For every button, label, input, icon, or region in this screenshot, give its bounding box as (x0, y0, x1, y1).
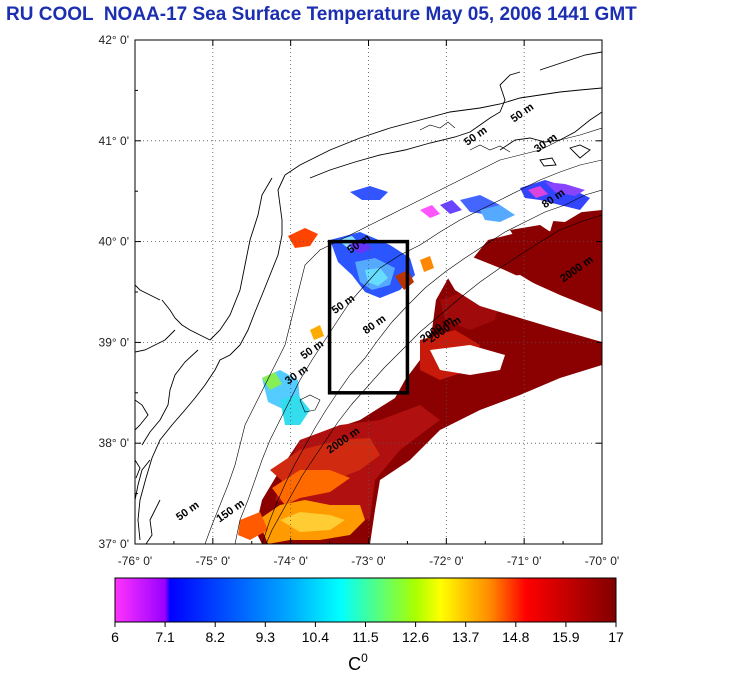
map-gridlines (135, 40, 602, 544)
longitude-label: -76° 0' (118, 554, 152, 568)
colorbar (114, 577, 617, 623)
contour-label: 30 m (532, 131, 560, 155)
study-area-box (327, 239, 410, 395)
colorbar-unit-superscript: 0 (361, 651, 368, 665)
coastline (135, 51, 602, 544)
contour-label: 50 m (509, 101, 537, 125)
colorbar-tick-label: 17 (608, 629, 624, 645)
colorbar-tick-label: 15.9 (552, 629, 579, 645)
latitude-label: 38° 0' (99, 436, 129, 450)
longitude-label: -70° 0' (585, 554, 619, 568)
longitude-label: -74° 0' (273, 554, 307, 568)
contour-label: 50 m (462, 124, 490, 148)
colorbar-tick-label: 8.2 (205, 629, 225, 645)
latitude-labels: 42° 0' 41° 0' 40° 0' 39° 0' 38° 0' 37° 0' (99, 33, 129, 551)
longitude-label: -71° 0' (507, 554, 541, 568)
longitude-labels: -76° 0' -75° 0' -74° 0' -73° 0' -72° 0' -71° … (118, 554, 619, 568)
longitude-label: -72° 0' (429, 554, 463, 568)
latitude-label: 37° 0' (99, 537, 129, 551)
colorbar-ticks: 6 7.1 8.2 9.3 10.4 11.5 12.6 13.7 14.8 15.9 17 (111, 622, 624, 645)
colorbar-tick-label: 9.3 (256, 629, 276, 645)
axis-ticks (134, 39, 603, 545)
contour-label: 50 m (174, 499, 202, 523)
colorbar-unit: C0 (348, 651, 368, 674)
contour-label: 80 m (361, 313, 389, 337)
latitude-label: 40° 0' (99, 235, 129, 249)
latitude-label: 42° 0' (99, 33, 129, 47)
colorbar-tick-label: 11.5 (352, 629, 378, 645)
contour-label: 50 m (330, 292, 358, 316)
colorbar-tick-label: 7.1 (155, 629, 175, 645)
longitude-label: -75° 0' (196, 554, 230, 568)
colorbar-tick-label: 13.7 (452, 629, 479, 645)
colorbar-tick-label: 12.6 (402, 629, 429, 645)
bathymetry-contours (204, 121, 602, 544)
colorbar-tick-label: 10.4 (302, 629, 329, 645)
latitude-label: 39° 0' (99, 335, 129, 349)
colorbar-tick-label: 6 (111, 629, 119, 645)
contour-label: 50 m (299, 338, 327, 362)
colorbar-tick-label: 14.8 (502, 629, 529, 645)
sst-data-layer (238, 180, 602, 544)
longitude-label: -73° 0' (351, 554, 385, 568)
latitude-label: 41° 0' (99, 134, 129, 148)
colorbar-unit-symbol: C (348, 654, 361, 674)
page-title: RU COOL NOAA-17 Sea Surface Temperature … (6, 4, 637, 25)
